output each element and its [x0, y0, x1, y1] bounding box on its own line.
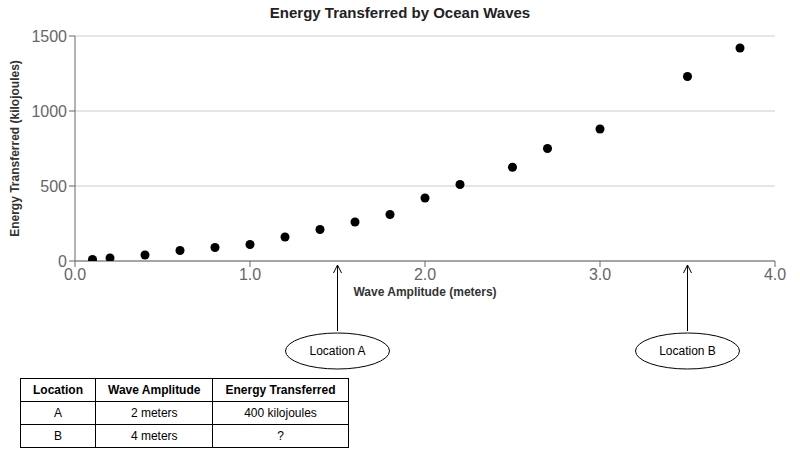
svg-text:3.0: 3.0 — [589, 266, 611, 283]
html-text:Energy Transferred by Ocean Wa: Energy Transferred by Ocean Waves — [269, 4, 531, 21]
html-text:4 meters: 4 meters — [130, 429, 178, 443]
html-text:A: A — [54, 406, 62, 420]
html-text:2 meters: 2 meters — [130, 406, 178, 420]
svg-text:Wave Amplitude (meters): Wave Amplitude (meters) — [353, 285, 496, 299]
svg-text:Energy Transferred (kilojoules: Energy Transferred (kilojoules) — [8, 60, 22, 237]
svg-text:Location B: Location B — [659, 344, 716, 358]
html-text:Wave Amplitude: Wave Amplitude — [108, 383, 201, 397]
html-text:400 kilojoules: 400 kilojoules — [244, 406, 317, 420]
html-text:Location: Location — [33, 383, 83, 397]
html-text:B: B — [54, 429, 62, 443]
svg-text:1000: 1000 — [31, 103, 67, 120]
svg-text:1.0: 1.0 — [239, 266, 261, 283]
svg-text:2.0: 2.0 — [414, 266, 436, 283]
svg-text:0: 0 — [58, 253, 67, 270]
svg-text:0.0: 0.0 — [64, 266, 86, 283]
html-text:Energy Transferred: Energy Transferred — [225, 383, 336, 397]
svg-text:1500: 1500 — [31, 28, 67, 45]
svg-text:Location A: Location A — [309, 344, 365, 358]
svg-text:4.0: 4.0 — [764, 266, 786, 283]
svg-text:500: 500 — [40, 178, 67, 195]
